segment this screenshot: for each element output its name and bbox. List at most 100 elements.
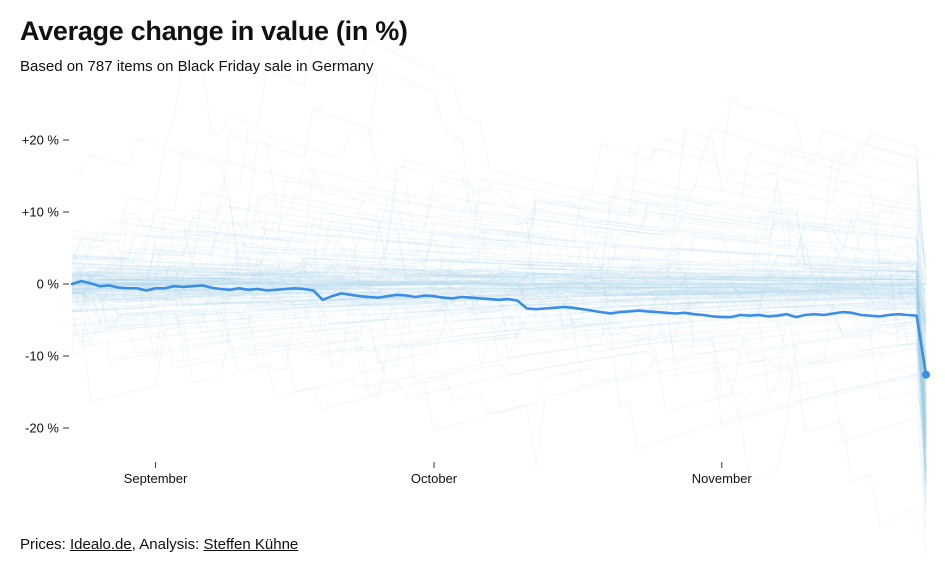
background-item-line: [71, 261, 927, 319]
background-item-line: [71, 267, 927, 434]
background-item-line: [71, 264, 927, 344]
chart-title: Average change in value (in %): [20, 16, 408, 46]
background-item-line: [71, 177, 927, 340]
background-item-line: [71, 264, 927, 447]
average-line: [70, 279, 928, 376]
background-item-line: [71, 207, 927, 387]
background-item-line: [71, 166, 927, 364]
background-item-line: [71, 272, 927, 395]
background-item-line: [71, 291, 927, 476]
background-item-line: [71, 257, 927, 445]
background-item-line: [72, 270, 927, 296]
background-item-line: [72, 254, 927, 415]
background-item-line: [71, 224, 927, 495]
background-item-line: [71, 132, 927, 323]
x-axis: September October November: [124, 462, 752, 486]
background-item-line: [71, 186, 927, 268]
background-item-line: [71, 192, 927, 338]
source-middle: , Analysis:: [131, 536, 204, 553]
background-item-line: [71, 209, 927, 368]
background-item-line: [71, 275, 927, 325]
background-item-line: [71, 268, 927, 363]
background-item-line: [71, 138, 927, 361]
x-tick-label: September: [124, 471, 188, 486]
background-item-line: [71, 287, 927, 316]
y-axis: +20 % +10 % 0 % -10 % -20 %: [22, 133, 69, 436]
background-item-line: [71, 278, 927, 419]
average-series: [70, 279, 930, 379]
background-item-line: [71, 151, 927, 439]
background-item-line: [71, 284, 927, 484]
background-item-line: [71, 66, 927, 332]
background-item-line: [71, 262, 927, 398]
background-item-line: [71, 287, 927, 470]
background-item-line: [71, 259, 927, 377]
background-item-line: [71, 267, 927, 336]
background-item-line: [71, 266, 927, 434]
background-item-line: [71, 270, 927, 442]
background-item-line: [71, 271, 927, 377]
x-tick-label: October: [411, 471, 458, 486]
background-item-line: [71, 286, 927, 324]
background-item-line: [71, 263, 927, 346]
chart-subtitle: Based on 787 items on Black Friday sale …: [20, 58, 374, 75]
background-item-line: [71, 274, 927, 292]
background-item-line: [71, 142, 927, 286]
background-item-line: [72, 265, 927, 472]
background-item-line: [71, 251, 927, 468]
background-item-line: [71, 255, 927, 438]
background-item-line: [71, 283, 927, 483]
background-item-lines: [71, 38, 927, 559]
background-item-line: [71, 159, 927, 474]
background-item-line: [72, 237, 927, 314]
background-item-line: [71, 201, 927, 426]
end-point: [922, 370, 930, 379]
background-item-line: [71, 277, 927, 420]
background-item-line: [72, 240, 927, 408]
background-item-line: [71, 233, 927, 386]
y-tick-label: +20 %: [22, 133, 60, 148]
background-item-line: [71, 261, 927, 513]
background-item-line: [71, 210, 927, 411]
background-item-line: [71, 273, 927, 402]
background-item-line: [71, 246, 927, 385]
source-note: Prices: Idealo.de, Analysis: Steffen Küh…: [20, 536, 298, 553]
background-item-line: [72, 267, 927, 382]
background-item-line: [71, 276, 927, 418]
background-item-line: [71, 285, 927, 363]
background-item-line: [71, 233, 927, 344]
background-item-line: [71, 263, 927, 315]
background-item-line: [71, 198, 927, 431]
background-item-line: [71, 260, 927, 441]
author-link[interactable]: Steffen Kühne: [203, 536, 299, 553]
background-item-line: [71, 283, 927, 413]
source-prefix: Prices:: [20, 536, 71, 553]
background-item-line: [72, 256, 927, 421]
background-item-line: [71, 167, 927, 469]
background-item-line: [71, 205, 927, 398]
background-item-line: [71, 261, 927, 306]
background-item-line: [71, 280, 927, 319]
background-item-line: [71, 245, 927, 504]
background-item-line: [71, 287, 927, 449]
background-item-line: [71, 281, 927, 317]
idealo-link[interactable]: Idealo.de: [70, 536, 132, 553]
y-tick-label: 0 %: [37, 277, 60, 292]
background-item-line: [71, 195, 927, 527]
background-item-line: [71, 239, 927, 429]
background-item-line: [71, 186, 927, 298]
background-item-line: [71, 272, 927, 403]
background-item-line: [72, 251, 927, 485]
background-item-line: [71, 267, 927, 307]
background-item-line: [71, 283, 927, 399]
background-item-line: [71, 291, 927, 332]
background-item-line: [71, 265, 927, 439]
background-item-line: [71, 287, 927, 334]
background-item-line: [72, 220, 927, 447]
background-item-line: [71, 267, 927, 471]
background-item-line: [71, 220, 927, 375]
background-item-line: [71, 179, 927, 365]
background-item-line: [71, 222, 927, 328]
background-item-line: [71, 107, 927, 301]
